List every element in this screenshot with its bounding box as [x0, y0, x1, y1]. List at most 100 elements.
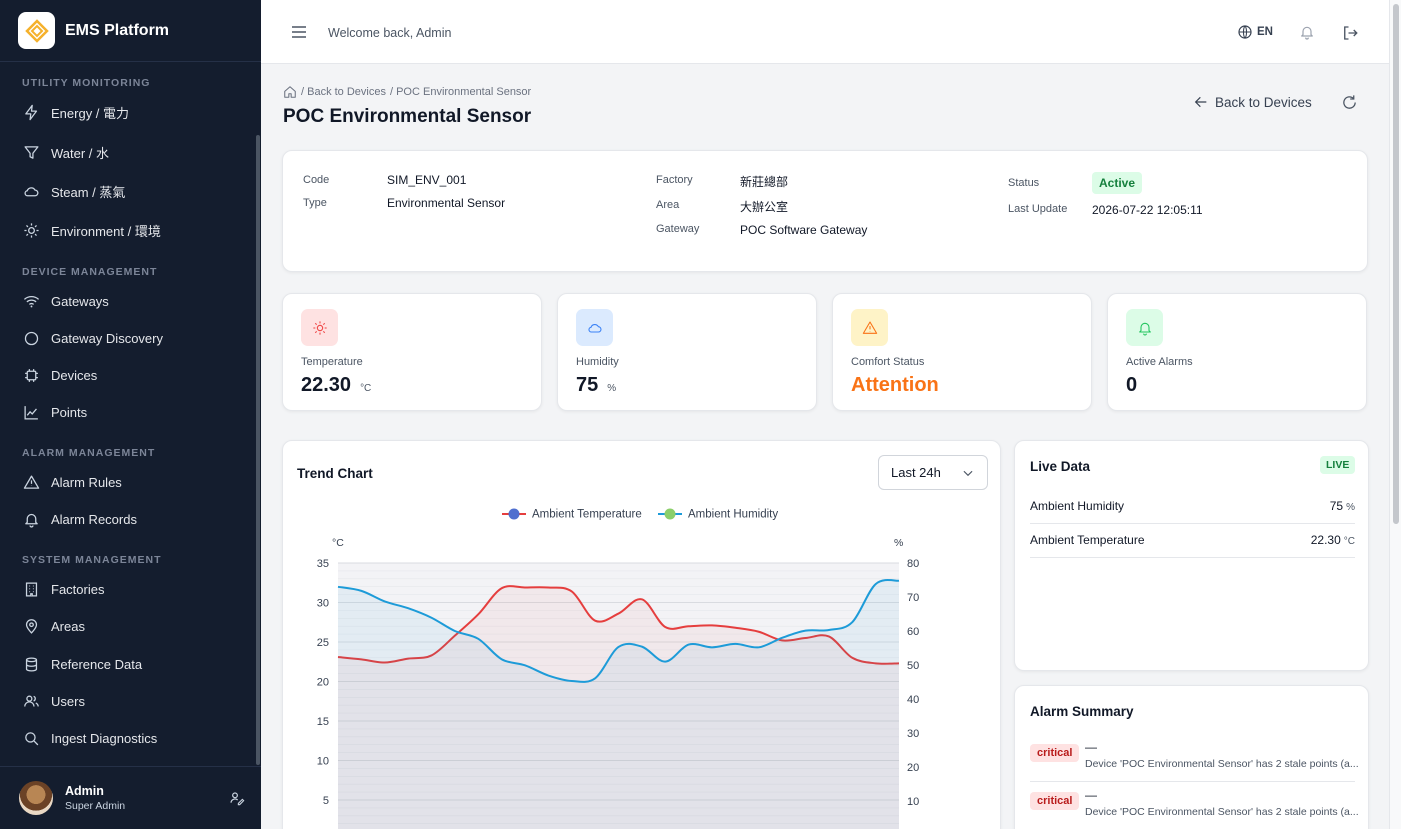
user-profile[interactable]: Admin Super Admin [0, 766, 261, 829]
sidebar-item-users[interactable]: Users [22, 688, 85, 714]
bell-icon [22, 510, 40, 528]
alarm-row[interactable]: critical — Device 'POC Environmental Sen… [1030, 784, 1359, 829]
breadcrumb-current: / POC Environmental Sensor [389, 86, 532, 98]
severity-badge: critical [1030, 744, 1080, 762]
sidebar-item-factories[interactable]: Factories [22, 576, 104, 602]
notifications-bell-icon[interactable] [1299, 24, 1315, 45]
humidity-card: Humidity 75 % [557, 293, 817, 411]
back-to-devices-label: Back to Devices [1215, 94, 1312, 110]
sidebar-item-label: Areas [51, 618, 85, 634]
cloud-icon [576, 309, 613, 346]
y-right-tick-label: 20 [907, 762, 919, 774]
time-range-value: Last 24h [891, 465, 941, 480]
humidity-value: 75 % [576, 374, 616, 397]
sidebar-item-gateway-discovery[interactable]: Gateway Discovery [22, 325, 163, 351]
sidebar-item-alarm-rules[interactable]: Alarm Rules [22, 469, 122, 495]
sidebar-item-label: Alarm Records [51, 511, 137, 527]
sidebar-item-label: Water / 水 [51, 145, 110, 161]
home-icon[interactable] [283, 85, 297, 99]
language-switcher[interactable]: EN [1237, 24, 1273, 40]
sidebar: EMS Platform UTILITY MONITORING Energy /… [0, 0, 261, 829]
sidebar-item-steam[interactable]: Steam / 蒸氣 [22, 178, 125, 204]
sun-icon [22, 221, 40, 239]
circle-icon [22, 329, 40, 347]
back-to-devices-button[interactable]: Back to Devices [1193, 94, 1312, 110]
series-line [337, 579, 900, 683]
welcome-text: Welcome back, Admin [328, 26, 452, 40]
y-right-tick-label: 70 [907, 592, 919, 604]
sidebar-item-label: Users [51, 693, 85, 709]
sidebar-scrollbar[interactable] [256, 135, 260, 765]
sidebar-item-areas[interactable]: Areas [22, 613, 85, 639]
y-right-tick-label: 80 [907, 558, 919, 570]
breadcrumb-back-link[interactable]: / Back to Devices [301, 86, 386, 98]
sidebar-item-ingest-diagnostics[interactable]: Ingest Diagnostics [22, 725, 157, 751]
sidebar-item-gateways[interactable]: Gateways [22, 288, 109, 314]
trend-chart-card: 5 10 15 20 25 30 35 10 20 30 40 50 60 70 80 °C% Ambient … [282, 440, 1001, 829]
active-alarms-value: 0 [1126, 374, 1137, 397]
logout-icon[interactable] [1341, 24, 1359, 47]
live-row: Ambient Humidity 75% [1030, 490, 1355, 524]
y-left-unit: °C [332, 537, 344, 549]
sidebar-item-water[interactable]: Water / 水 [22, 139, 109, 165]
sidebar-item-alarm-records[interactable]: Alarm Records [22, 506, 137, 532]
alarm-row[interactable]: critical — Device 'POC Environmental Sen… [1030, 736, 1359, 782]
page-scrollbar-thumb[interactable] [1393, 4, 1399, 524]
alarm-message: Device 'POC Environmental Sensor' has 2 … [1085, 806, 1359, 818]
stat-label: Comfort Status [851, 356, 925, 368]
sidebar-item-label: Reference Data [51, 656, 143, 672]
time-range-select[interactable]: Last 24h [878, 455, 988, 490]
series-line [337, 585, 900, 665]
live-row-label: Ambient Humidity [1030, 499, 1125, 513]
bolt-icon [22, 103, 40, 121]
brand-name: EMS Platform [65, 21, 170, 39]
alarm-summary-card: Alarm Summary critical — Device 'POC Env… [1014, 685, 1369, 829]
sidebar-item-label: Devices [51, 367, 98, 383]
language-label: EN [1257, 26, 1273, 38]
sidebar-item-label: Alarm Rules [51, 474, 122, 490]
refresh-icon[interactable] [1341, 94, 1358, 116]
temperature-card: Temperature 22.30 °C [282, 293, 542, 411]
gateway-label: Gateway [656, 223, 700, 235]
building-icon [22, 580, 40, 598]
stat-value-text: 75 [576, 374, 599, 396]
y-left-tick-label: 20 [317, 677, 329, 689]
y-right-tick-label: 40 [907, 694, 919, 706]
sidebar-item-devices[interactable]: Devices [22, 362, 97, 388]
location-icon [22, 617, 40, 635]
trend-chart-title: Trend Chart [297, 466, 373, 481]
users-icon [22, 692, 40, 710]
comfort-status-card: Comfort Status Attention [832, 293, 1092, 411]
live-row-value: 22.30 °C [1311, 533, 1355, 547]
alarm-title: — [1085, 788, 1097, 802]
sidebar-item-label: Points [51, 404, 88, 420]
sidebar-item-points[interactable]: Points [22, 399, 87, 425]
type-value: Environmental Sensor [387, 196, 506, 210]
sidebar-item-energy[interactable]: Energy / 電力 [22, 99, 129, 125]
wifi-icon [22, 292, 40, 310]
user-settings-icon[interactable] [229, 790, 245, 811]
brand[interactable]: EMS Platform [0, 0, 261, 62]
page-scrollbar[interactable] [1389, 0, 1401, 829]
sidebar-item-reference-data[interactable]: Reference Data [22, 651, 142, 677]
live-row-value: 75% [1330, 499, 1355, 513]
nav-section-alarm: ALARM MANAGEMENT [22, 447, 156, 459]
y-left-tick-label: 5 [323, 795, 329, 807]
bell-icon [1126, 309, 1163, 346]
top-bar: Welcome back, Admin EN [261, 0, 1389, 64]
y-right-tick-label: 10 [907, 796, 919, 808]
area-label: Area [656, 199, 680, 211]
trend-chart: 5 10 15 20 25 30 35 10 20 30 40 50 60 70 80 °C % Ambient … [317, 508, 919, 829]
factory-value: 新莊總部 [740, 175, 789, 189]
user-name: Admin [65, 784, 104, 798]
stat-label: Temperature [301, 356, 363, 368]
menu-icon[interactable] [291, 24, 307, 45]
sidebar-item-environment[interactable]: Environment / 環境 [22, 217, 161, 243]
chip-icon [22, 366, 40, 384]
type-label: Type [303, 197, 327, 209]
live-badge: LIVE [1320, 456, 1356, 474]
sidebar-item-label: Energy / 電力 [51, 105, 130, 121]
sidebar-item-label: Environment / 環境 [51, 223, 161, 239]
sidebar-item-label: Gateways [51, 293, 109, 309]
last-update-label: Last Update [1008, 203, 1068, 215]
